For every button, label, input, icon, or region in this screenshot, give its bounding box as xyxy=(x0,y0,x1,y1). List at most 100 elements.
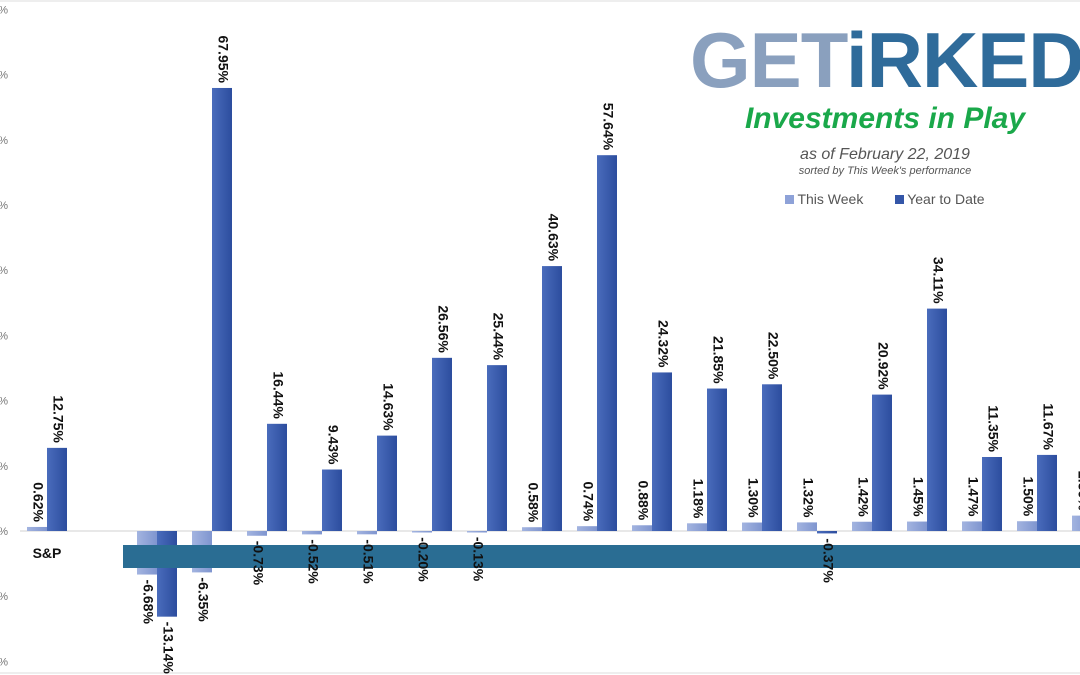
legend-ytd: Year to Date xyxy=(895,191,985,207)
data-label: 1.50% xyxy=(1020,477,1036,517)
bar-this-week xyxy=(357,531,377,535)
category-banner xyxy=(123,545,1080,568)
y-tick-label: 30% xyxy=(0,330,8,342)
data-label: 0.74% xyxy=(580,481,596,521)
bar-year-to-date xyxy=(212,87,232,531)
data-label: 21.85% xyxy=(710,336,726,384)
bar-year-to-date xyxy=(927,308,947,531)
data-label: 34.11% xyxy=(930,257,946,304)
y-tick-label: 20% xyxy=(0,396,8,408)
bar-this-week xyxy=(522,527,542,531)
data-label: 67.95% xyxy=(215,35,231,83)
data-label: -0.37% xyxy=(820,538,836,583)
bar-this-week xyxy=(907,521,927,531)
logo-irked: iRKED xyxy=(845,16,1080,104)
y-tick-label: 40% xyxy=(0,265,8,277)
data-label: 0.62% xyxy=(30,482,46,522)
data-label: 1.42% xyxy=(855,477,871,517)
data-label: 26.56% xyxy=(435,305,451,353)
data-label: -0.13% xyxy=(470,537,486,582)
bar-year-to-date xyxy=(377,435,397,531)
data-label: 2.36% xyxy=(1075,471,1080,511)
bar-year-to-date xyxy=(487,365,507,531)
category-label: S&P xyxy=(33,545,62,561)
legend-swatch-this-week xyxy=(785,195,795,204)
bar-year-to-date xyxy=(157,531,177,617)
data-label: -0.20% xyxy=(415,537,431,582)
y-tick-label: 0% xyxy=(0,526,8,538)
sort-note: sorted by This Week's performance xyxy=(798,165,972,177)
data-label: 0.58% xyxy=(525,483,541,523)
data-label: 25.44% xyxy=(490,313,506,361)
data-label: 16.44% xyxy=(270,371,286,419)
y-tick-label: 70% xyxy=(0,70,8,82)
bar-year-to-date xyxy=(1037,454,1057,531)
legend-swatch-ytd xyxy=(895,195,905,204)
y-tick-label: 10% xyxy=(0,461,8,473)
legend-label: This Week xyxy=(797,191,864,207)
y-tick-label: 80% xyxy=(0,4,8,16)
y-tick-label: 60% xyxy=(0,135,8,147)
bar-year-to-date xyxy=(652,372,672,531)
bar-year-to-date xyxy=(762,384,782,531)
bar-this-week xyxy=(1072,515,1080,531)
data-label: 9.43% xyxy=(325,425,341,465)
bar-this-week xyxy=(742,522,762,531)
bar-this-week xyxy=(962,521,982,531)
legend-this-week: This Week xyxy=(785,191,863,207)
data-label: 40.63% xyxy=(545,214,561,262)
bar-this-week xyxy=(632,525,652,531)
data-label: 1.18% xyxy=(690,479,706,519)
logo-get: GET xyxy=(690,16,847,104)
data-label: 11.35% xyxy=(985,405,1001,452)
y-tick-label: -20% xyxy=(0,656,8,668)
bar-this-week xyxy=(412,531,432,533)
data-label: -0.73% xyxy=(250,541,266,586)
legend: This Week Year to Date xyxy=(690,191,1080,207)
bar-this-week xyxy=(1017,521,1037,531)
data-label: 1.45% xyxy=(910,477,926,517)
bar-this-week xyxy=(852,521,872,531)
bar-year-to-date xyxy=(982,456,1002,531)
data-label: -0.51% xyxy=(360,539,376,584)
bar-this-week xyxy=(467,531,487,533)
data-label: 1.32% xyxy=(800,478,816,518)
legend-label: Year to Date xyxy=(907,191,985,207)
bar-year-to-date xyxy=(267,423,287,531)
logo-wordmark: GETiRKED xyxy=(690,20,1080,100)
as-of-date: as of February 22, 2019 xyxy=(800,146,970,163)
data-label: 0.88% xyxy=(635,481,651,521)
bar-year-to-date xyxy=(432,357,452,531)
data-label: -6.68% xyxy=(140,580,156,625)
data-label: 20.92% xyxy=(875,342,891,390)
bar-year-to-date xyxy=(322,469,342,531)
bar-year-to-date xyxy=(817,531,837,534)
data-label: -0.52% xyxy=(305,539,321,584)
data-label: 57.64% xyxy=(600,103,616,151)
bar-year-to-date xyxy=(542,266,562,531)
data-label: 14.63% xyxy=(380,383,396,431)
data-label: 1.30% xyxy=(745,478,761,518)
data-label: 11.67% xyxy=(1040,403,1056,450)
data-label: -13.14% xyxy=(160,622,176,675)
bar-this-week xyxy=(247,531,267,536)
y-tick-label: 50% xyxy=(0,200,8,212)
bar-this-week xyxy=(687,523,707,531)
bar-this-week xyxy=(27,526,47,531)
y-tick-label: -10% xyxy=(0,591,8,603)
bar-year-to-date xyxy=(47,447,67,531)
bar-year-to-date xyxy=(707,388,727,531)
data-label: 24.32% xyxy=(655,320,671,368)
logo: GETiRKED Investments in Play as of Febru… xyxy=(690,20,1080,207)
bar-year-to-date xyxy=(872,394,892,531)
bar-year-to-date xyxy=(597,155,617,531)
data-label: 22.50% xyxy=(765,332,781,380)
data-label: -6.35% xyxy=(195,577,211,622)
bar-this-week xyxy=(302,531,322,535)
subtitle: Investments in Play xyxy=(744,102,1026,135)
bar-this-week xyxy=(577,526,597,531)
data-label: 1.47% xyxy=(965,477,981,517)
bar-this-week xyxy=(797,522,817,531)
data-label: 12.75% xyxy=(50,395,66,443)
